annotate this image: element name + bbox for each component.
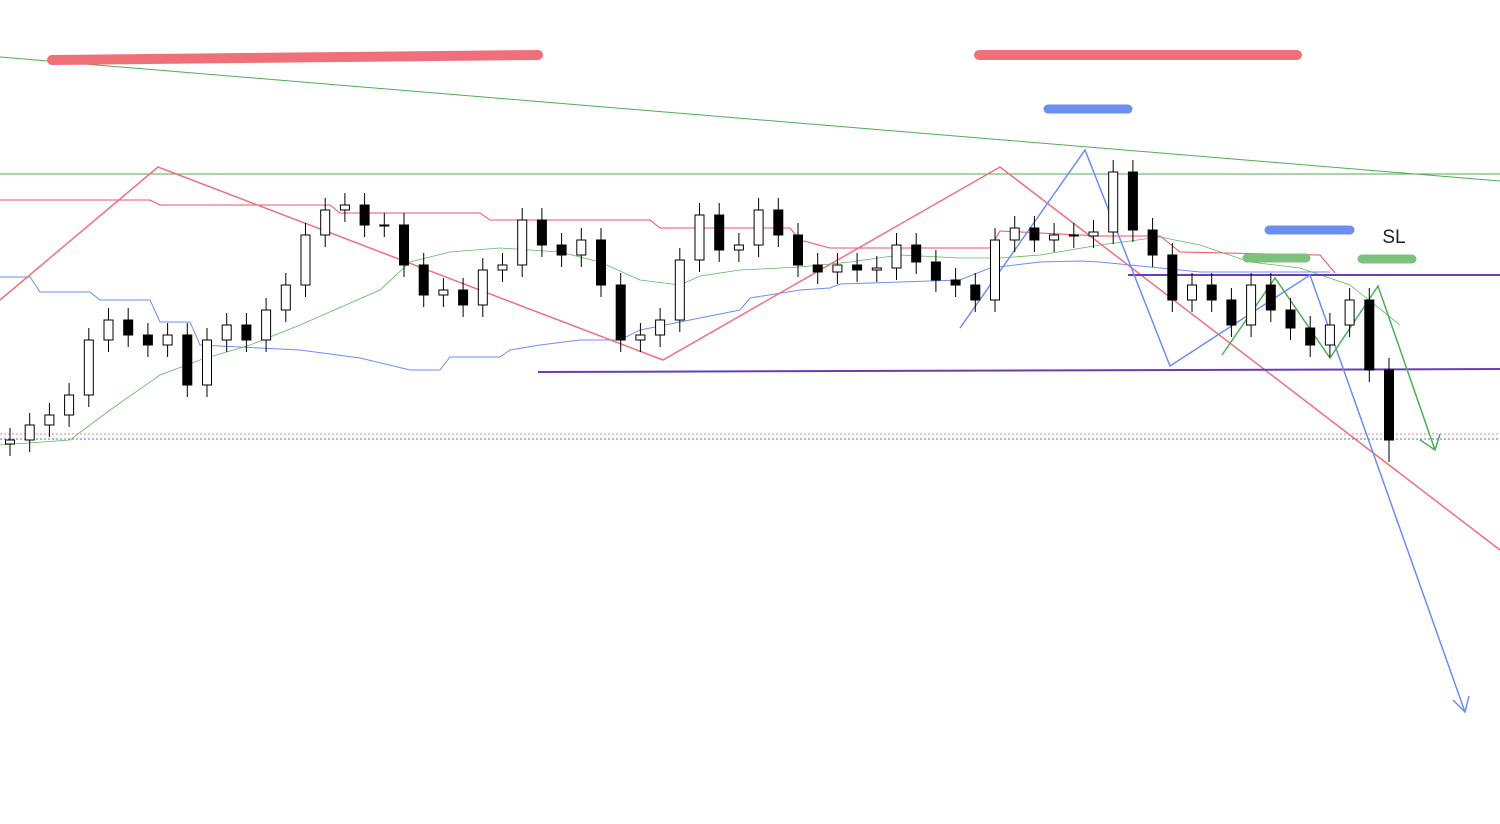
candle-body — [615, 284, 626, 341]
candle-body — [950, 279, 961, 286]
candle-body — [5, 439, 15, 445]
candle-body — [477, 269, 488, 306]
candle-body — [142, 334, 153, 346]
candle-body — [1009, 227, 1020, 241]
candle-body — [517, 219, 528, 266]
neckline — [537, 368, 1500, 373]
candle-body — [241, 324, 252, 341]
candle-body — [221, 324, 232, 341]
candle-body — [970, 284, 981, 301]
candles — [5, 160, 1394, 462]
candle-body — [911, 244, 922, 263]
candle-body — [1364, 299, 1375, 371]
candle-body — [812, 264, 823, 273]
projection-line — [959, 148, 1466, 713]
candle-body — [1147, 229, 1158, 256]
candle-body — [1285, 309, 1296, 329]
base-line — [0, 199, 1336, 274]
candle-body — [674, 259, 685, 321]
candle-body — [852, 264, 863, 271]
candle-body — [635, 334, 646, 341]
candle-body — [576, 239, 587, 256]
candle-body — [123, 319, 134, 336]
candle-body — [1049, 234, 1060, 241]
candle-body — [694, 214, 705, 261]
candle-body — [714, 214, 725, 251]
candle-body — [320, 209, 331, 236]
candle-body — [103, 319, 114, 341]
candle-body — [733, 244, 744, 251]
trend-line — [0, 56, 1500, 182]
candle-body — [1029, 227, 1040, 241]
candle-body — [182, 334, 193, 386]
candle-body — [596, 239, 606, 286]
candle-body — [1305, 327, 1316, 346]
candle-body — [280, 284, 291, 311]
arrow-head — [1419, 433, 1441, 452]
annotation-label: SL — [1382, 227, 1405, 248]
arrow-head — [1452, 695, 1470, 714]
candle-body — [300, 234, 311, 286]
zone-marker — [47, 50, 543, 65]
candle-body — [930, 261, 941, 281]
candle-body — [1226, 299, 1237, 326]
candle-body — [162, 334, 173, 346]
wave-line — [0, 166, 1500, 551]
moving-average — [0, 236, 1401, 446]
candle-body — [1108, 171, 1119, 233]
candle-body — [339, 204, 350, 211]
candle-body — [202, 339, 212, 386]
candle-body — [379, 224, 390, 227]
candle-body — [1167, 254, 1178, 301]
candle-body — [1127, 171, 1138, 231]
candle-body — [832, 264, 843, 273]
candle-body — [1068, 234, 1079, 237]
candle-body — [1384, 369, 1394, 441]
candle-body — [1246, 284, 1257, 326]
candle-body — [1324, 324, 1335, 346]
candle-body — [1265, 284, 1276, 311]
candle-body — [24, 424, 35, 441]
candle-body — [64, 394, 75, 416]
drawings — [0, 50, 1500, 714]
cloud-line — [0, 260, 1330, 371]
candle-body — [793, 234, 803, 266]
candle-body — [359, 204, 370, 226]
candle-body — [655, 319, 666, 336]
candle-body — [418, 264, 429, 296]
candle-body — [1206, 284, 1217, 301]
candle-body — [990, 239, 1000, 301]
projection-line — [1221, 276, 1436, 451]
candle-body — [753, 209, 764, 246]
candle-body — [44, 414, 55, 426]
candle-body — [83, 339, 94, 396]
candle-body — [497, 264, 508, 271]
candle-body — [536, 219, 547, 246]
candle-body — [891, 244, 902, 269]
candle-body — [1344, 299, 1355, 326]
candle-body — [556, 244, 567, 256]
candle-body — [1088, 231, 1099, 237]
candle-body — [773, 209, 784, 236]
candle-body — [1187, 284, 1197, 301]
candle-body — [871, 267, 882, 271]
candle-body — [399, 224, 409, 266]
candle-body — [261, 309, 272, 341]
candle-body — [438, 289, 449, 296]
candle-body — [458, 289, 469, 306]
